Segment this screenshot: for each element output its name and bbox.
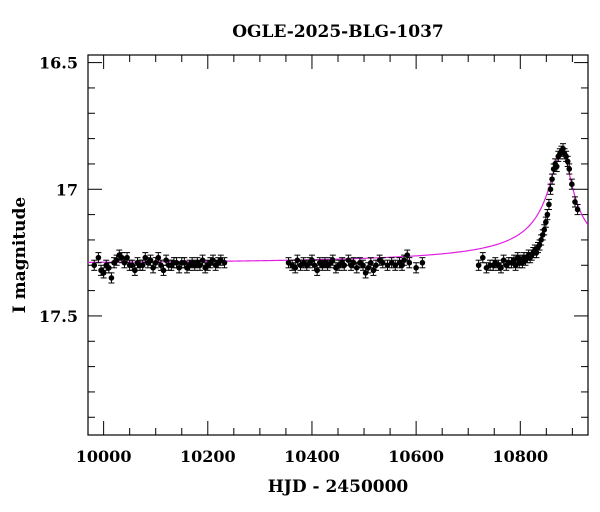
- data-point: [500, 254, 507, 266]
- data-point: [91, 259, 98, 271]
- data-point: [404, 249, 411, 261]
- data-point: [413, 262, 420, 274]
- data-point: [392, 259, 399, 271]
- data-point: [547, 183, 554, 195]
- data-point: [108, 272, 115, 284]
- data-point: [406, 257, 413, 269]
- data-point: [571, 196, 578, 208]
- x-tick-label: 10200: [180, 447, 236, 466]
- data-point: [105, 262, 112, 274]
- plot-frame: [87, 54, 589, 436]
- data-point: [384, 259, 391, 271]
- data-point: [553, 160, 560, 173]
- x-tick-label: 10000: [76, 447, 132, 466]
- data-point: [541, 224, 548, 236]
- data-point: [147, 254, 154, 266]
- data-point: [545, 198, 552, 211]
- data-point: [360, 259, 366, 271]
- data-layer: [88, 143, 588, 284]
- y-tick-label: 17: [56, 180, 78, 199]
- data-point: [131, 264, 138, 276]
- model-curve: [88, 150, 588, 263]
- data-point: [544, 209, 551, 221]
- data-point: [379, 257, 386, 269]
- data-point: [314, 264, 321, 276]
- y-axis-label: I magnitude: [10, 196, 30, 314]
- data-point: [542, 216, 549, 228]
- data-point: [139, 259, 146, 271]
- data-point: [574, 203, 581, 216]
- data-point: [367, 257, 374, 269]
- data-point: [373, 259, 380, 271]
- data-point: [221, 257, 228, 269]
- x-tick-label: 10800: [492, 447, 548, 466]
- x-tick-label: 10600: [388, 447, 444, 466]
- data-point: [475, 259, 482, 271]
- data-point: [498, 262, 505, 274]
- data-point: [95, 252, 102, 264]
- y-tick-label: 17.5: [39, 307, 78, 326]
- data-point: [566, 163, 573, 175]
- data-point: [568, 178, 575, 190]
- data-point: [292, 262, 299, 274]
- data-point: [419, 257, 426, 269]
- chart-title: OGLE-2025-BLG-1037: [232, 22, 444, 42]
- x-axis-label: HJD - 2450000: [267, 477, 409, 497]
- data-point: [479, 252, 486, 264]
- data-point: [124, 252, 131, 264]
- y-tick-label: 16.5: [39, 54, 78, 73]
- data-point: [341, 259, 348, 271]
- data-point: [155, 252, 162, 264]
- x-tick-label: 10400: [284, 447, 340, 466]
